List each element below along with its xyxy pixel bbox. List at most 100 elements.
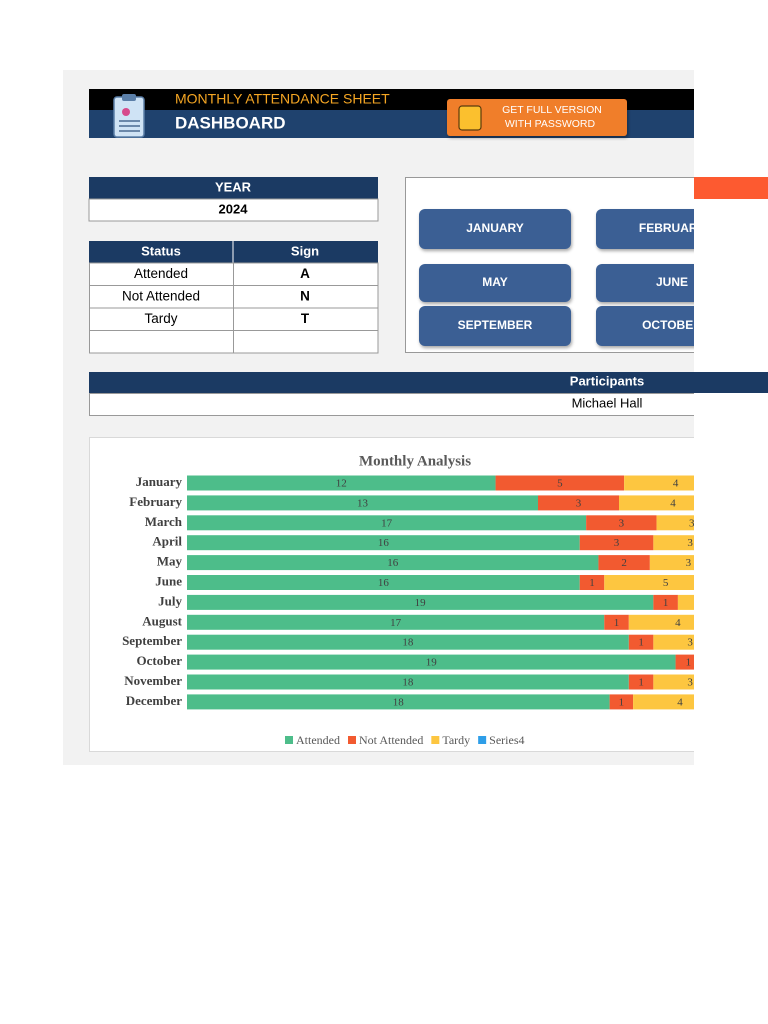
year-value: 2024 [219,201,249,216]
month-button-bg[interactable] [419,306,571,346]
month-button-bg[interactable] [596,264,748,302]
y-tick-label: August [142,613,182,628]
status-label: Tardy [144,311,177,326]
bar-segment [701,655,727,670]
data-label: 5 [663,577,669,589]
bar-segment [619,495,694,511]
data-label: 1 [711,657,717,669]
data-label: 4 [677,696,683,708]
bar-segment [495,475,625,491]
data-label: 1 [614,617,620,629]
bar-segment [675,654,694,670]
bar-segment [187,495,538,511]
year-value-cell [88,198,379,222]
bar-segment [656,515,694,531]
month-button[interactable]: OCTOBER [596,306,748,346]
month-button-label[interactable]: OCTOBER [642,318,702,332]
bar-segment [628,614,694,630]
y-tick-label: January [136,474,183,489]
month-button-bg[interactable] [596,306,748,346]
bar-segment [624,475,694,491]
data-label: 4 [673,478,679,490]
data-label: 3 [619,517,625,529]
bar-segment [628,674,654,690]
data-label: 3 [689,517,695,529]
button-background[interactable] [447,99,627,136]
status-cell [89,330,234,354]
data-label: 1 [638,677,644,689]
bar-segment [187,594,654,610]
data-label: 18 [402,637,414,649]
data-label: 1 [638,637,644,649]
y-tick-label: June [155,573,182,588]
month-button-label[interactable]: JANUARY [466,221,524,235]
month-button[interactable]: JUNE [596,264,748,302]
lock-icon [458,105,482,131]
header-title: DASHBOARD [175,113,286,132]
data-label: 1 [619,696,625,708]
legend-label: Tardy [442,733,470,747]
bar-segment [598,555,650,571]
y-tick-label: February [129,494,182,509]
data-label: 16 [387,557,399,569]
data-label: 3 [614,537,620,549]
button-text[interactable]: WITH PASSWORD [505,118,596,130]
data-label: 4 [670,497,676,509]
month-button-label[interactable]: MAY [482,275,508,289]
month-button-label[interactable]: FEBRUARY [639,221,705,235]
data-label: 5 [557,478,563,490]
data-label: 3 [687,637,693,649]
bar-segment [628,634,654,650]
month-button[interactable]: MAY [419,264,571,302]
data-label: 19 [426,657,438,669]
bar-segment [187,634,629,650]
data-label: 16 [378,537,390,549]
full-version-button[interactable]: GET FULL VERSION WITH PASSWORD [447,99,627,136]
bar-segment [579,575,605,590]
y-tick-label: December [126,693,183,708]
month-button[interactable]: SEPTEMBER [419,306,571,346]
sign-label: N [300,288,310,303]
sign-cell [233,330,379,354]
data-label: 3 [687,537,693,549]
y-tick-label: October [137,653,183,668]
y-tick-label: November [124,673,182,688]
bar-segment [677,594,694,610]
legend-swatch [285,736,293,744]
legend-label: Attended [296,733,340,747]
month-button[interactable]: JANUARY [419,209,571,249]
bar-segment [604,614,629,630]
bar-segment [633,694,694,710]
y-tick-label: July [158,593,182,608]
bar-segment [538,495,619,511]
data-label: 4 [675,617,681,629]
data-label: 17 [381,517,393,529]
status-rows: Attended A Not Attended N Tardy T [89,262,379,354]
month-button-bg[interactable] [596,209,748,249]
participants-header-band [89,372,768,393]
month-button-label[interactable]: JUNE [656,275,688,289]
month-button[interactable]: FEBRUARY [596,209,748,249]
data-label: 13 [357,497,369,509]
bar-segment [187,614,605,630]
data-label: 3 [686,557,692,569]
legend-swatch [431,736,440,744]
sign-label: A [300,266,310,281]
bar-segment [604,575,694,590]
button-text[interactable]: GET FULL VERSION [502,104,602,116]
bar-segment [187,674,629,690]
month-button-bg[interactable] [419,209,571,249]
y-tick-label: April [152,534,182,549]
participant-name: Michael Hall [572,395,643,410]
bar-segment [579,535,654,551]
month-button-bg[interactable] [419,264,571,302]
data-label: 17 [390,617,402,629]
bar-segment [187,535,580,551]
data-label: 1 [663,597,669,609]
data-label: 19 [415,597,427,609]
header-subtitle: MONTHLY ATTENDANCE SHEET [175,91,390,107]
legend-label: Not Attended [359,733,423,747]
month-button-label[interactable]: SEPTEMBER [458,318,533,332]
bar-segment [653,594,678,610]
data-label: 1 [686,657,692,669]
